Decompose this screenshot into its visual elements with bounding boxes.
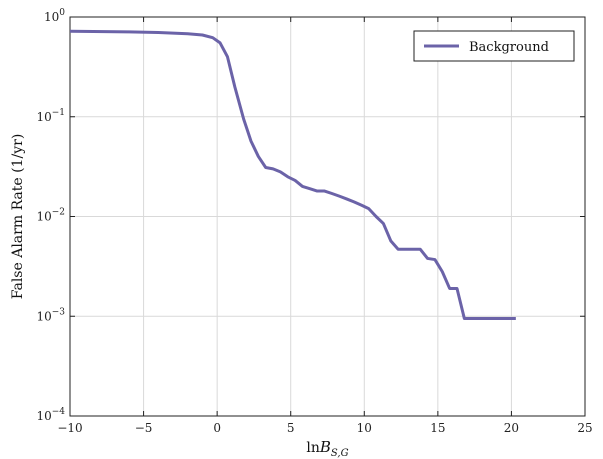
x-tick-label: 5 [287, 421, 295, 435]
y-tick-label: 10−2 [36, 208, 65, 224]
x-axis-label-symbol: B [319, 438, 331, 456]
series-layer [69, 29, 516, 320]
y-axis-label: False Alarm Rate (1/yr) [10, 134, 26, 300]
y-tick-label: 10−1 [36, 108, 65, 124]
axis-ticks [69, 16, 586, 417]
x-tick-label: −10 [57, 421, 82, 435]
legend: Background [413, 30, 575, 62]
y-tick-label: 10−3 [36, 307, 65, 323]
x-axis-label-prefix: ln [306, 440, 320, 456]
x-tick-label: 0 [213, 421, 221, 435]
x-tick-label: 20 [504, 421, 519, 435]
y-tick-label: 100 [44, 8, 65, 24]
x-tick-label: 10 [357, 421, 372, 435]
legend-label-background: Background [469, 40, 549, 55]
series-line-background [69, 29, 516, 320]
x-tick-label: −5 [135, 421, 153, 435]
x-axis-label-subscript: S,G [331, 448, 349, 459]
y-tick-label: 10−4 [36, 407, 65, 423]
y-axis-tick-labels: 10−4 10−3 10−2 10−1 100 [36, 8, 65, 423]
x-tick-label: 25 [577, 421, 592, 435]
x-axis-label: lnBS,G [306, 438, 348, 459]
x-tick-label: 15 [430, 421, 445, 435]
x-axis-tick-labels: −10 −5 0 5 10 15 20 25 [57, 421, 592, 435]
